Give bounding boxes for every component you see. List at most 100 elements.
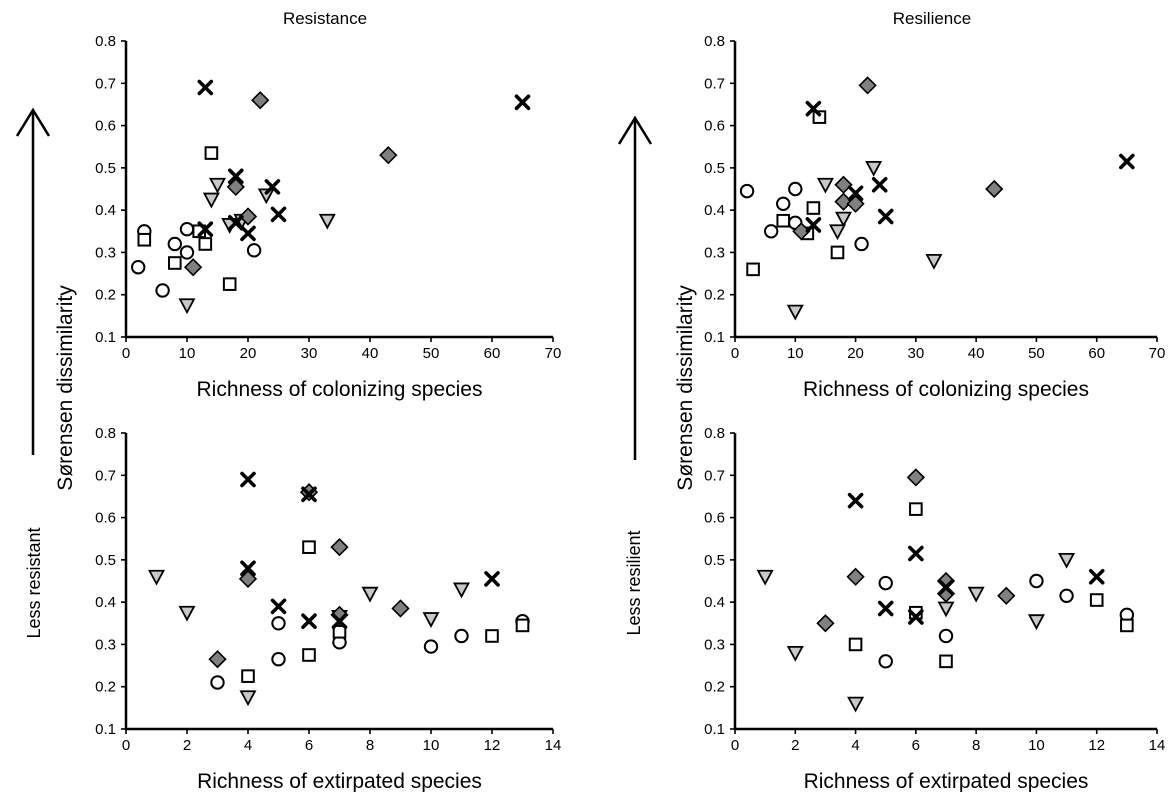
point-diamond	[792, 222, 811, 241]
point-square	[830, 245, 845, 260]
y-tick-label: 0.2	[95, 679, 116, 696]
x-tick-label: 60	[484, 345, 501, 362]
y-tick-label: 0.6	[704, 510, 725, 527]
x-tick-label: 8	[366, 737, 374, 754]
point-x	[301, 486, 317, 503]
point-triangle	[925, 253, 943, 270]
y-tick-label: 0.1	[95, 329, 116, 346]
y-tick-label: 0.3	[704, 244, 725, 261]
point-circle	[271, 616, 286, 631]
x-tick-label: 50	[1028, 345, 1045, 362]
y-tick-label: 0.6	[95, 510, 116, 527]
point-triangle	[208, 177, 227, 194]
point-square	[485, 629, 499, 643]
y-tick-label: 0.5	[704, 160, 725, 177]
point-square	[241, 669, 255, 683]
point-x	[228, 215, 244, 231]
point-diamond	[238, 207, 258, 226]
point-triangle	[865, 160, 883, 177]
point-square	[204, 146, 219, 160]
y-tick-label: 0.8	[704, 33, 725, 50]
point-circle	[155, 283, 170, 298]
point-x	[514, 94, 531, 111]
x-tick-label: 4	[851, 737, 859, 754]
y-tick-label: 0.2	[704, 287, 725, 304]
x-tick-label: 0	[731, 737, 739, 754]
point-diamond	[906, 468, 925, 487]
point-square	[515, 618, 530, 633]
point-square	[332, 624, 347, 639]
point-diamond	[997, 586, 1016, 605]
y-tick-label: 0.4	[95, 202, 116, 219]
x-tick-label: 12	[1088, 737, 1105, 754]
point-x	[847, 185, 864, 202]
point-circle	[210, 675, 225, 690]
right-panel-title: Resilience	[893, 9, 971, 28]
x-tick-label: 2	[791, 737, 799, 754]
x-tick-label: 2	[183, 737, 191, 754]
point-x	[197, 221, 214, 237]
point-square	[806, 201, 821, 215]
y-tick-label: 0.8	[95, 33, 116, 50]
point-x	[877, 600, 894, 617]
point-circle	[271, 652, 286, 667]
point-circle	[179, 221, 195, 237]
y-tick-label: 0.6	[704, 118, 725, 135]
less-resistant-label: Less resistant	[24, 527, 44, 638]
y-tick-label: 0.7	[95, 75, 116, 92]
point-x	[270, 206, 287, 223]
point-diamond	[183, 258, 203, 277]
x-axis-label: Richness of colonizing species	[197, 378, 483, 401]
x-tick-label: 0	[122, 737, 130, 754]
chart-panel-resilience-colonizing: 0.1 0.2 0.3 0.4 0.5 0.6 0.7 0.8 0 10 20 30 40 50 60 70 R…	[704, 33, 1165, 401]
x-tick-label: 14	[545, 737, 562, 754]
y-tick-label: 0.1	[95, 721, 116, 738]
point-diamond	[208, 650, 227, 669]
point-circle	[1029, 573, 1044, 589]
point-triangle	[786, 304, 804, 321]
y-tick-label: 0.3	[95, 636, 116, 653]
point-diamond	[379, 146, 398, 165]
y-tick-label: 0.2	[95, 287, 116, 304]
point-square	[909, 502, 923, 516]
point-circle	[167, 236, 183, 252]
x-tick-label: 50	[423, 345, 440, 362]
x-tick-label: 8	[972, 737, 980, 754]
point-triangle	[202, 192, 220, 209]
point-triangle	[1027, 614, 1045, 631]
y-tick-label: 0.4	[95, 594, 116, 611]
point-triangle	[361, 586, 379, 603]
x-tick-label: 20	[240, 345, 257, 362]
y-tick-label: 0.1	[704, 721, 725, 738]
point-diamond	[834, 175, 853, 194]
chart-panel-resistance-colonizing: 0.1 0.2 0.3 0.4 0.5 0.6 0.7 0.8 0 10 20 30 40 50 60 70 R…	[95, 33, 561, 401]
point-triangle	[786, 645, 804, 662]
point-circle	[878, 654, 893, 669]
point-circle	[131, 260, 146, 275]
x-tick-label: 14	[1149, 737, 1166, 754]
point-circle	[878, 575, 893, 591]
x-tick-label: 10	[1028, 737, 1045, 754]
point-x	[331, 613, 348, 629]
point-triangle	[178, 605, 196, 622]
left-arrow-icon	[15, 107, 51, 455]
y-tick-label: 0.7	[704, 75, 725, 92]
y-tick-label: 0.5	[704, 552, 725, 569]
point-triangle	[422, 612, 440, 628]
point-triangle	[239, 690, 257, 707]
chart-panel-resistance-extirpated: 0.1 0.2 0.3 0.4 0.5 0.6 0.7 0.8 0 2 4 6 8 10 12 14 Richn…	[95, 425, 561, 792]
point-x	[240, 471, 256, 488]
y-tick-label: 0.1	[704, 329, 725, 346]
x-tick-label: 4	[244, 737, 252, 754]
point-triangle	[847, 696, 865, 713]
y-tick-label: 0.8	[704, 425, 725, 442]
point-x	[484, 571, 500, 587]
point-triangle	[937, 601, 955, 618]
point-circle	[788, 181, 803, 197]
point-x	[240, 560, 256, 577]
right-y-axis-label: Sørensen dissimilarity	[674, 285, 697, 491]
point-square	[939, 654, 953, 669]
y-tick-label: 0.4	[704, 202, 725, 219]
x-tick-label: 70	[1149, 345, 1166, 362]
point-triangle	[967, 586, 985, 603]
